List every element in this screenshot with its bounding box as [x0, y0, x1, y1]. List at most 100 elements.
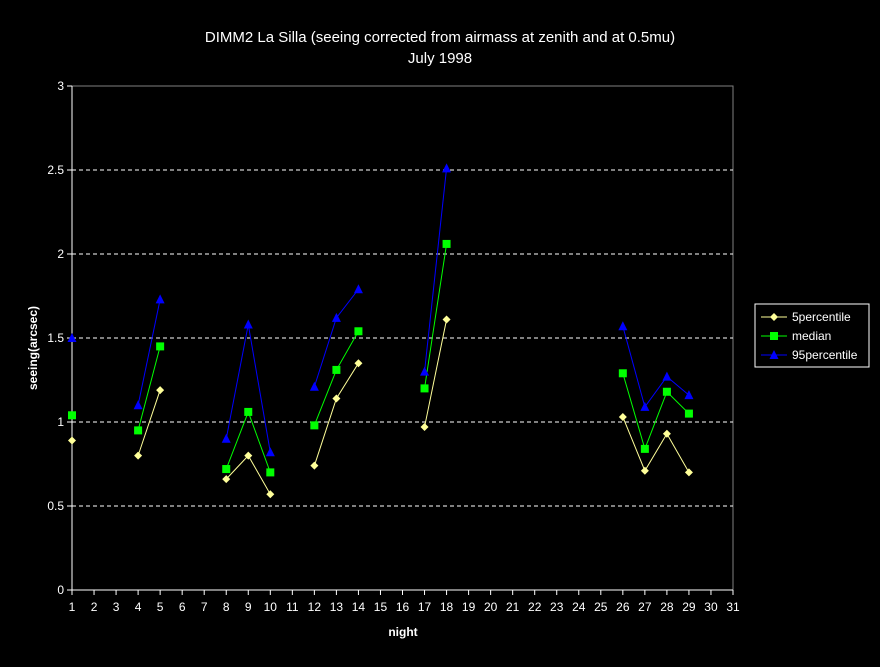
x-tick-label: 9: [245, 600, 252, 614]
x-tick-label: 26: [616, 600, 630, 614]
legend-label: 5percentile: [792, 310, 851, 324]
x-tick-label: 5: [157, 600, 164, 614]
data-point-median: [420, 384, 429, 393]
data-point-5percentile: [618, 412, 627, 421]
data-point-95percentile: [442, 163, 452, 173]
series-line-5percentile: [424, 319, 448, 428]
series-line-95percentile: [225, 324, 271, 453]
data-point-median: [442, 239, 451, 248]
y-tick-label: 0.5: [47, 499, 64, 513]
series-line-95percentile: [424, 168, 448, 372]
legend-marker: [770, 332, 778, 340]
plot-area: 00.511.522.531 2 3 4 5 6 7 8 9 10 11 12 13 14 15 16 17 18…: [47, 79, 740, 614]
x-tick-label: 10: [264, 600, 278, 614]
x-tick-label: 6: [179, 600, 186, 614]
data-point-5percentile: [244, 451, 253, 460]
x-tick-label: 22: [528, 600, 542, 614]
x-tick-label: 12: [308, 600, 322, 614]
data-point-median: [640, 444, 649, 453]
data-point-95percentile: [243, 319, 253, 329]
data-point-5percentile: [222, 475, 231, 484]
x-tick-label: 4: [135, 600, 142, 614]
data-point-95percentile: [684, 390, 694, 400]
data-point-95percentile: [331, 312, 341, 322]
series-line-5percentile: [137, 389, 161, 456]
y-tick-label: 2: [57, 247, 64, 261]
y-tick-label: 1.5: [47, 331, 64, 345]
data-point-95percentile: [155, 294, 165, 304]
data-point-95percentile: [67, 333, 77, 342]
data-point-5percentile: [134, 451, 143, 460]
data-point-5percentile: [310, 461, 319, 470]
x-tick-label: 21: [506, 600, 520, 614]
series-line-median: [424, 243, 448, 389]
data-point-5percentile: [332, 394, 341, 403]
data-point-median: [310, 421, 319, 430]
data-point-median: [684, 409, 693, 418]
data-point-median: [134, 426, 143, 435]
series-line-median: [313, 331, 359, 426]
y-axis-title: seeing(arcsec): [26, 306, 40, 390]
x-tick-label: 2: [91, 600, 98, 614]
x-tick-label: 8: [223, 600, 230, 614]
x-tick-label: 30: [704, 600, 718, 614]
data-point-5percentile: [442, 315, 451, 324]
x-tick-label: 24: [572, 600, 586, 614]
data-point-median: [266, 468, 275, 477]
x-tick-label: 14: [352, 600, 366, 614]
x-tick-label: 23: [550, 600, 564, 614]
data-point-95percentile: [640, 401, 650, 411]
data-point-median: [618, 369, 627, 378]
legend-label: median: [792, 329, 831, 343]
data-point-5percentile: [354, 359, 363, 368]
data-point-5percentile: [68, 436, 76, 445]
legend-marker: [770, 313, 778, 321]
data-point-5percentile: [266, 490, 275, 499]
series-line-5percentile: [225, 454, 271, 495]
data-point-median: [354, 327, 363, 336]
series-95percentile: [67, 163, 694, 457]
x-tick-label: 3: [113, 600, 120, 614]
series-median: [68, 239, 693, 477]
series-line-median: [225, 410, 271, 473]
legend-label: 95percentile: [792, 348, 858, 362]
series-5percentile: [68, 315, 693, 499]
legend-marker: [769, 350, 779, 359]
data-point-95percentile: [618, 321, 628, 331]
y-tick-label: 3: [57, 79, 64, 93]
x-tick-label: 18: [440, 600, 454, 614]
x-tick-label: 15: [374, 600, 388, 614]
data-point-95percentile: [265, 447, 275, 457]
x-tick-label: 28: [660, 600, 674, 614]
series-line-95percentile: [622, 326, 690, 409]
x-axis-title: night: [388, 625, 417, 639]
x-tick-label: 11: [286, 600, 299, 614]
series-line-median: [622, 373, 690, 451]
x-tick-label: 1: [69, 600, 76, 614]
data-point-95percentile: [353, 284, 363, 294]
y-tick-label: 2.5: [47, 163, 64, 177]
data-point-95percentile: [662, 371, 672, 381]
data-point-95percentile: [309, 381, 319, 391]
x-tick-label: 20: [484, 600, 498, 614]
x-tick-label: 25: [594, 600, 608, 614]
x-tick-label: 13: [330, 600, 344, 614]
chart-subtitle: July 1998: [408, 50, 472, 67]
data-point-95percentile: [133, 400, 143, 410]
series-line-5percentile: [313, 362, 359, 466]
data-point-5percentile: [420, 423, 429, 432]
series-line-median: [137, 346, 161, 431]
chart-title: DIMM2 La Silla (seeing corrected from ai…: [205, 29, 675, 46]
x-tick-label: 16: [396, 600, 410, 614]
data-point-5percentile: [156, 386, 165, 395]
data-point-5percentile: [640, 466, 649, 475]
data-point-median: [244, 407, 253, 416]
x-tick-label: 27: [638, 600, 652, 614]
y-tick-label: 0: [57, 583, 64, 597]
data-point-median: [156, 342, 165, 351]
data-point-5percentile: [662, 429, 671, 438]
series-line-5percentile: [622, 416, 690, 473]
data-point-median: [68, 411, 76, 420]
data-point-median: [222, 465, 231, 474]
